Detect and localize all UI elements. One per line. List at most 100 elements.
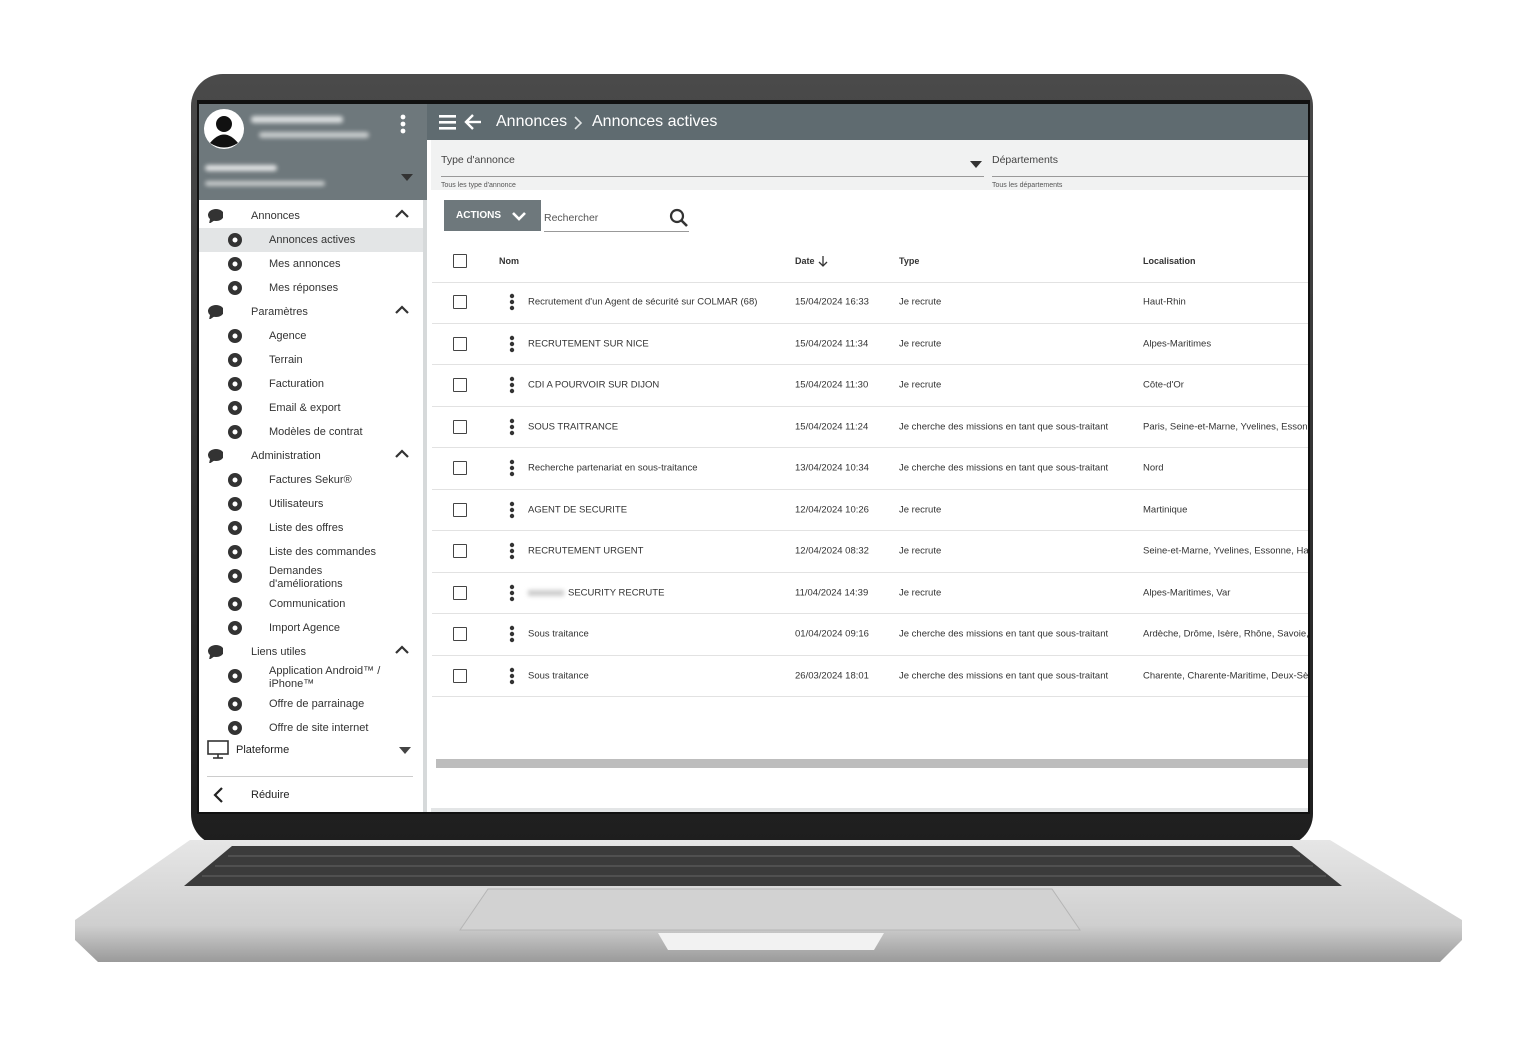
cell-name[interactable]: Sous traitance bbox=[528, 670, 589, 681]
nav-item[interactable]: Agence bbox=[199, 324, 423, 348]
row-checkbox[interactable] bbox=[453, 461, 467, 475]
cell-date: 12/04/2024 10:26 bbox=[795, 504, 869, 515]
cell-type: Je cherche des missions en tant que sous… bbox=[899, 670, 1109, 681]
nav-group-label: Paramètres bbox=[251, 306, 308, 318]
avatar bbox=[204, 109, 244, 149]
actions-button[interactable]: ACTIONS bbox=[444, 200, 541, 231]
filter-value[interactable]: Tous les départements bbox=[992, 182, 1063, 189]
nav-group[interactable]: Administration bbox=[199, 444, 423, 468]
nav: Annonces Annonces actives Mes annonces Mes … bbox=[199, 204, 423, 740]
row-menu[interactable] bbox=[509, 584, 515, 602]
nav-item[interactable]: Utilisateurs bbox=[199, 492, 423, 516]
cell-name[interactable]: SOUS TRAITRANCE bbox=[528, 421, 619, 432]
row-separator bbox=[432, 613, 1308, 614]
row-menu[interactable] bbox=[509, 459, 515, 477]
nav-item[interactable]: Annonces actives bbox=[199, 228, 423, 252]
nav-item[interactable]: Offre de parrainage bbox=[199, 692, 423, 716]
cell-name[interactable]: Recrutement d'un Agent de sécurité sur C… bbox=[528, 296, 758, 308]
nav-item[interactable]: Modèles de contrat bbox=[199, 420, 423, 444]
row-menu[interactable] bbox=[509, 335, 515, 353]
platform-label: Plateforme bbox=[236, 744, 290, 756]
back-button[interactable] bbox=[464, 113, 482, 131]
cell-name[interactable]: RECRUTEMENT URGENT bbox=[528, 545, 644, 557]
nav-group-label: Administration bbox=[251, 450, 321, 462]
row-menu[interactable] bbox=[509, 625, 515, 643]
nav-group[interactable]: Paramètres bbox=[199, 300, 423, 324]
select-all-checkbox[interactable] bbox=[453, 254, 467, 268]
row-menu[interactable] bbox=[509, 542, 515, 560]
nav-item-label: Mes réponses bbox=[269, 281, 339, 294]
nav-item-label: Application Android™ / iPhone™ bbox=[269, 665, 381, 690]
nav-item[interactable]: Mes annonces bbox=[199, 252, 423, 276]
breadcrumb-item[interactable]: Annonces bbox=[496, 113, 568, 130]
nav-icon bbox=[228, 721, 242, 735]
nav-item-label: Factures Sekur® bbox=[269, 473, 352, 486]
cell-name[interactable]: RECRUTEMENT SUR NICE bbox=[528, 338, 649, 349]
company-dropdown[interactable] bbox=[401, 174, 413, 182]
nav-item[interactable]: Import Agence bbox=[199, 616, 423, 640]
nav-item[interactable]: Offre de site internet bbox=[199, 716, 423, 740]
blurred-company-email bbox=[205, 181, 325, 186]
nav-group[interactable]: Liens utiles bbox=[199, 640, 423, 664]
cell-date: 15/04/2024 11:34 bbox=[795, 338, 869, 349]
row-separator bbox=[432, 654, 1308, 656]
cell-name[interactable]: CDI A POURVOIR SUR DIJON bbox=[528, 379, 660, 391]
row-menu[interactable] bbox=[509, 667, 515, 685]
column-header: Nom bbox=[499, 256, 519, 266]
nav-icon bbox=[228, 597, 242, 611]
filter-dropdown[interactable] bbox=[970, 161, 982, 169]
nav-item-label: Agence bbox=[269, 329, 307, 342]
cell-location: Paris, Seine-et-Marne, Yvelines, Essonne bbox=[1143, 421, 1308, 432]
row-checkbox[interactable] bbox=[453, 544, 467, 558]
nav-item-label: Offre de site internet bbox=[269, 721, 369, 734]
nav-icon bbox=[208, 305, 223, 319]
nav-item-label: Utilisateurs bbox=[269, 497, 324, 510]
search-field[interactable]: Rechercher bbox=[544, 204, 689, 232]
sort-indicator[interactable] bbox=[818, 255, 828, 267]
row-menu[interactable] bbox=[509, 293, 515, 311]
nav-item[interactable]: Mes réponses bbox=[199, 276, 423, 300]
nav-item[interactable]: Factures Sekur® bbox=[199, 468, 423, 492]
menu-button[interactable] bbox=[439, 114, 457, 130]
row-checkbox[interactable] bbox=[453, 627, 467, 641]
cell-name[interactable]: AGENT DE SECURITE bbox=[528, 504, 628, 515]
row-menu[interactable] bbox=[509, 376, 515, 394]
nav-item[interactable]: Liste des offres bbox=[199, 516, 423, 540]
row-checkbox[interactable] bbox=[453, 668, 467, 683]
row-checkbox[interactable] bbox=[453, 502, 467, 517]
nav-item[interactable]: Facturation bbox=[199, 372, 423, 396]
filter-label: Type d'annonce bbox=[441, 154, 515, 166]
row-checkbox[interactable] bbox=[453, 585, 467, 600]
nav-item-label: Annonces actives bbox=[269, 233, 356, 246]
nav-item[interactable]: Communication bbox=[199, 592, 423, 616]
cell-location: Martinique bbox=[1143, 504, 1188, 515]
filter-value[interactable]: Tous les type d'annonce bbox=[441, 182, 516, 189]
column-header: Localisation bbox=[1143, 256, 1196, 266]
profile-menu[interactable] bbox=[399, 114, 407, 136]
nav-item[interactable]: Email & export bbox=[199, 396, 423, 420]
row-separator bbox=[432, 571, 1308, 573]
nav-icon bbox=[228, 473, 242, 487]
cell-name[interactable]: Recherche partenariat en sous-traitance bbox=[528, 462, 698, 474]
cell-name[interactable]: SECURITY RECRUTE bbox=[568, 587, 665, 598]
app-screen: Annonces Annonces actives Mes annonces Mes … bbox=[199, 104, 1308, 812]
row-checkbox[interactable] bbox=[453, 336, 467, 351]
cell-name[interactable]: Sous traitance bbox=[528, 628, 589, 640]
nav-item[interactable]: Liste des commandes bbox=[199, 540, 423, 564]
nav-item[interactable]: Application Android™ / iPhone™ bbox=[199, 664, 423, 692]
row-checkbox[interactable] bbox=[453, 378, 467, 392]
platform-switch[interactable]: Plateforme bbox=[199, 732, 423, 768]
row-menu[interactable] bbox=[509, 418, 515, 436]
nav-item[interactable]: Demandes d'améliorations bbox=[199, 564, 423, 592]
cell-location: Nord bbox=[1143, 462, 1164, 474]
h-scrollbar[interactable] bbox=[436, 759, 1308, 768]
nav-item[interactable]: Terrain bbox=[199, 348, 423, 372]
row-checkbox[interactable] bbox=[453, 295, 467, 309]
search-placeholder: Rechercher bbox=[544, 211, 599, 224]
row-checkbox[interactable] bbox=[453, 419, 467, 434]
nav-group[interactable]: Annonces bbox=[199, 204, 423, 228]
column-header[interactable]: Date bbox=[795, 256, 815, 266]
collapse-button[interactable]: Réduire bbox=[199, 780, 423, 810]
row-menu[interactable] bbox=[509, 501, 515, 519]
